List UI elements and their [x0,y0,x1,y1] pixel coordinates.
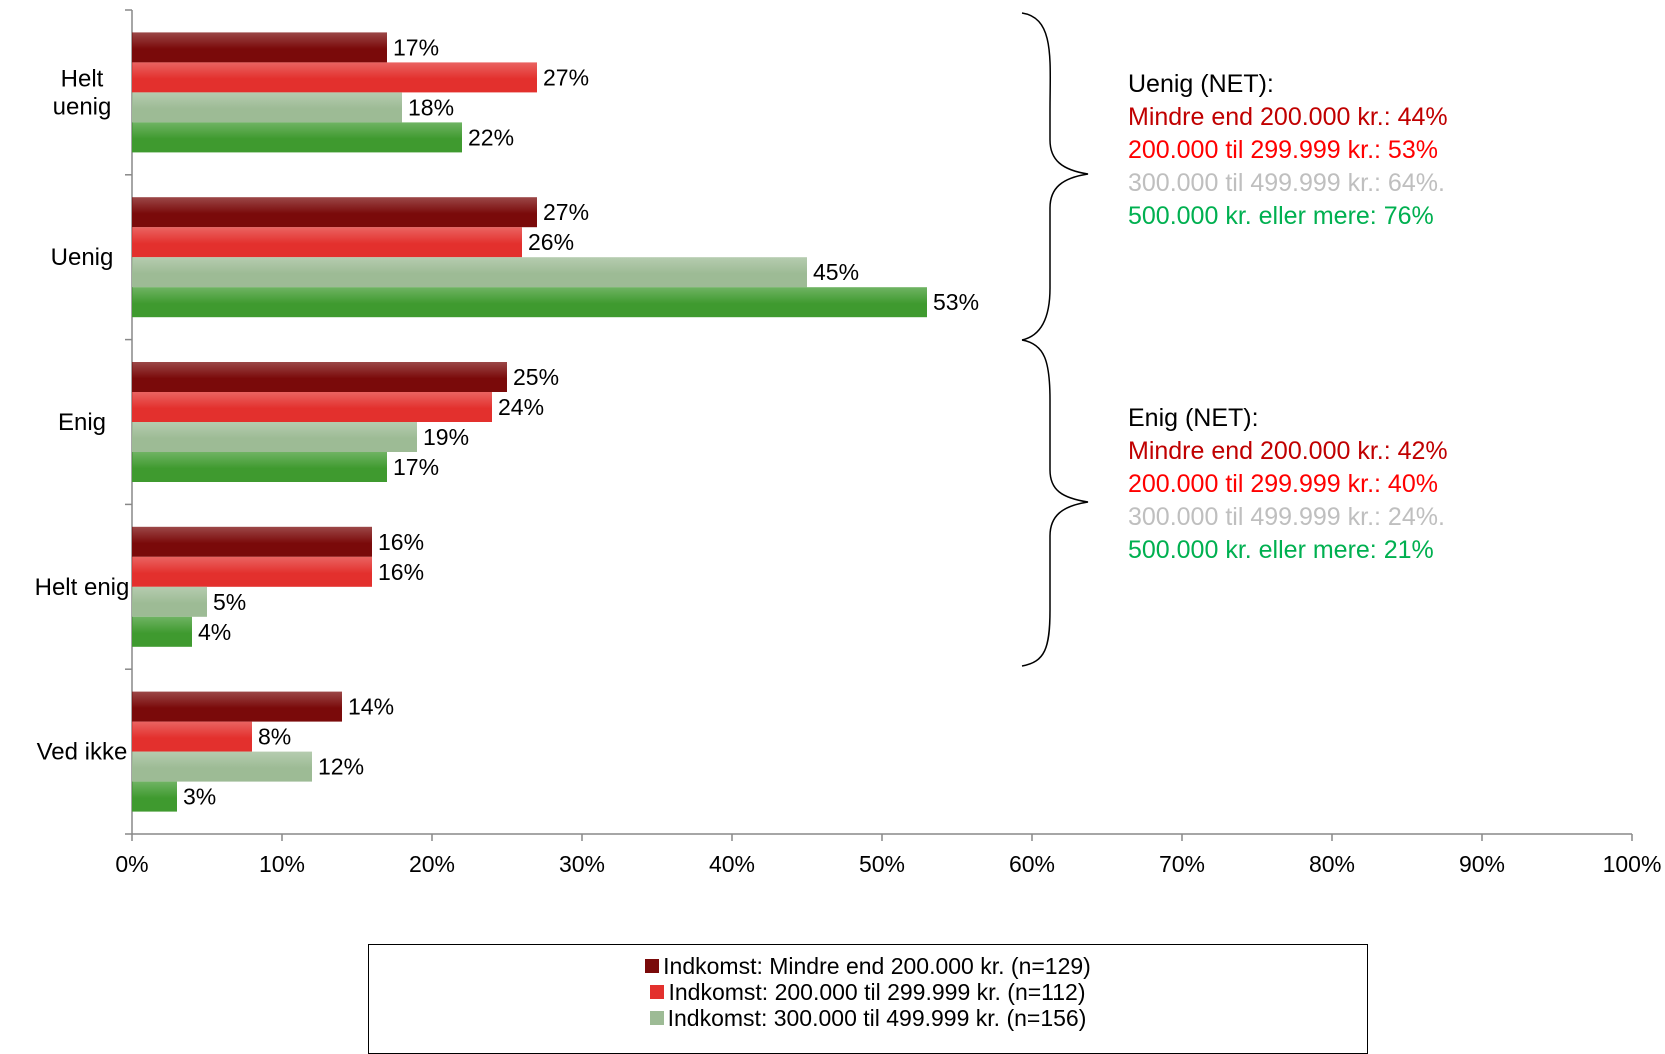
bar [132,62,537,93]
legend-label: Indkomst: 200.000 til 299.999 kr. (n=112… [668,978,1086,1005]
x-tick-label: 80% [1309,851,1355,877]
bars [132,32,927,812]
x-tick-labels: 0% 10% 20% 30% 40% 50% 60% 70% 80% 90% 100% [115,851,1661,877]
bar [132,556,372,587]
data-label: 25% [513,364,559,390]
bar [132,721,252,752]
x-tick-label: 0% [115,851,148,877]
uenig-net-line: Mindre end 200.000 kr.: 44% [1128,103,1448,131]
data-label: 26% [528,229,574,255]
x-tick-label: 10% [259,851,305,877]
brace-enig [1021,339,1089,667]
data-label: 16% [378,529,424,555]
legend-swatch [650,985,665,999]
uenig-net-line: 500.000 kr. eller mere: 76% [1128,202,1434,230]
enig-net-annotation: Enig (NET): Mindre end 200.000 kr.: 42% … [1128,402,1448,567]
x-tick-label: 30% [559,851,605,877]
bar [132,781,177,812]
data-label: 17% [393,34,439,60]
x-tick-label: 100% [1603,851,1662,877]
legend-label: Indkomst: Mindre end 200.000 kr. (n=129) [663,952,1091,979]
data-label: 3% [183,784,216,810]
enig-net-line: 300.000 til 499.999 kr.: 24%. [1128,503,1445,531]
data-label: 45% [813,259,859,285]
data-label: 27% [543,199,589,225]
bar [132,452,387,482]
legend-item: Indkomst: 200.000 til 299.999 kr. (n=112… [369,979,1367,1005]
enig-net-line: Mindre end 200.000 kr.: 42% [1128,437,1448,465]
category-label: Helt enig [35,574,130,601]
data-label: 22% [468,124,514,150]
brace-uenig [1021,12,1089,341]
x-tick-label: 20% [409,851,455,877]
enig-net-line: 200.000 til 299.999 kr.: 40% [1128,470,1438,498]
x-tick-label: 90% [1459,851,1505,877]
data-label: 14% [348,694,394,720]
uenig-net-line: 300.000 til 499.999 kr.: 64%. [1128,169,1445,197]
legend-swatch [649,1011,664,1025]
enig-net-line: 500.000 kr. eller mere: 21% [1128,536,1434,564]
uenig-net-title: Uenig (NET): [1128,70,1274,98]
category-label: Uenig [51,244,114,271]
data-label: 19% [423,424,469,450]
category-label: Enig [58,409,106,436]
uenig-net-annotation: Uenig (NET): Mindre end 200.000 kr.: 44%… [1128,68,1448,233]
bar [132,227,522,258]
bar [132,691,342,722]
uenig-net-line: 200.000 til 299.999 kr.: 53% [1128,136,1438,164]
bar [132,422,417,452]
data-labels: 17% 27% 18% 22% 27% 26% 45% 53% 25% 24% 19% 17% 16% 1… [183,34,979,809]
x-tick-label: 60% [1009,851,1055,877]
data-label: 16% [378,559,424,585]
bar [132,392,492,422]
x-tick-label: 70% [1159,851,1205,877]
data-label: 18% [408,94,454,120]
data-label: 27% [543,64,589,90]
data-label: 53% [933,289,979,315]
bar [132,526,372,557]
category-label: Ved ikke [37,739,128,766]
bar [132,616,192,647]
data-label: 8% [258,724,291,750]
bar [132,751,312,782]
bar [132,122,462,153]
legend-item: Indkomst: Mindre end 200.000 kr. (n=129) [369,953,1367,979]
bar [132,362,507,392]
bar [132,32,387,63]
data-label: 5% [213,589,246,615]
data-label: 12% [318,754,364,780]
data-label: 24% [498,394,544,420]
x-tick-label: 40% [709,851,755,877]
category-label: Helt [61,65,104,92]
category-label: uenig [53,93,112,120]
bar [132,586,207,617]
data-label: 17% [393,454,439,480]
bar [132,92,402,123]
chart-legend: Indkomst: Mindre end 200.000 kr. (n=129)… [368,944,1368,1054]
enig-net-title: Enig (NET): [1128,404,1259,432]
x-tick-label: 50% [859,851,905,877]
bar [132,287,927,318]
legend-label: Indkomst: 300.000 til 499.999 kr. (n=156… [667,1004,1087,1031]
bar [132,197,537,228]
legend-item: Indkomst: 300.000 til 499.999 kr. (n=156… [369,1005,1367,1031]
data-label: 4% [198,619,231,645]
bar [132,257,807,288]
legend-swatch [645,959,660,973]
